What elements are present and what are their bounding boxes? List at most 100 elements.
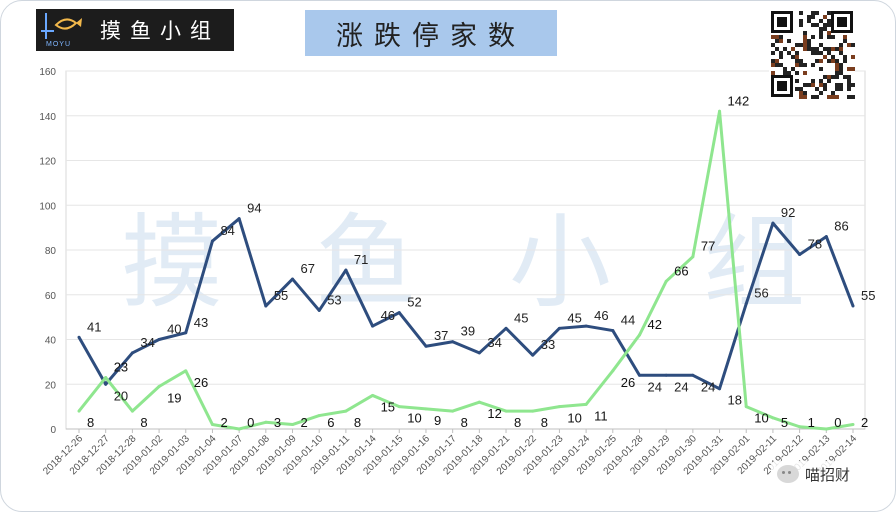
y-tick-label: 80 — [45, 246, 57, 257]
data-point — [531, 409, 535, 413]
data-label: 67 — [301, 261, 315, 276]
data-point — [664, 279, 668, 283]
data-label: 5 — [781, 415, 788, 430]
data-label: 10 — [407, 411, 421, 426]
data-label: 53 — [327, 292, 341, 307]
qr-code-icon — [769, 9, 855, 99]
data-label: 77 — [701, 239, 715, 254]
series-line-1 — [77, 217, 855, 391]
data-label: 8 — [354, 415, 361, 430]
data-label: 84 — [220, 223, 234, 238]
data-point — [637, 373, 641, 377]
data-point — [477, 400, 481, 404]
data-point — [184, 331, 188, 335]
wechat-icon — [777, 465, 799, 483]
data-label: 44 — [621, 313, 635, 328]
data-label: 8 — [87, 415, 94, 430]
data-label: 24 — [674, 379, 688, 394]
data-point — [237, 217, 241, 221]
data-point — [104, 376, 108, 380]
data-point — [557, 326, 561, 330]
logo-sub: MOYU — [46, 41, 71, 48]
data-label: 43 — [194, 315, 208, 330]
data-label: 8 — [541, 415, 548, 430]
chart-title: 涨跌停家数 — [336, 20, 526, 52]
series-line-2 — [77, 109, 854, 431]
logo-name: 摸鱼小组 — [100, 19, 220, 43]
y-tick-label: 120 — [39, 157, 56, 168]
data-point — [451, 409, 455, 413]
fish-logo-icon: MOYU — [36, 9, 92, 51]
data-point — [557, 405, 561, 409]
data-point — [824, 235, 828, 239]
data-label: 9 — [434, 413, 441, 428]
data-label: 2 — [301, 415, 308, 430]
data-label: 20 — [114, 388, 128, 403]
data-label: 24 — [701, 379, 715, 394]
data-point — [157, 338, 161, 341]
data-point — [397, 405, 401, 409]
data-point — [824, 427, 828, 431]
data-label: 55 — [861, 288, 875, 303]
data-point — [210, 423, 214, 427]
data-point — [130, 409, 134, 413]
data-point — [718, 109, 722, 113]
data-label: 78 — [808, 236, 822, 251]
data-label: 23 — [114, 360, 128, 375]
data-point — [584, 402, 588, 406]
data-label: 24 — [647, 379, 661, 394]
data-point — [718, 387, 722, 391]
y-tick-label: 160 — [39, 67, 56, 78]
y-tick-label: 20 — [45, 380, 57, 391]
data-label: 2 — [220, 415, 227, 430]
data-label: 1 — [808, 415, 815, 430]
data-label: 37 — [434, 328, 448, 343]
data-point — [210, 239, 214, 243]
data-label: 15 — [381, 399, 395, 414]
data-point — [104, 382, 108, 386]
data-point — [237, 427, 241, 431]
data-point — [317, 308, 321, 312]
y-tick-label: 60 — [45, 291, 57, 302]
data-point — [77, 409, 81, 413]
data-point — [424, 344, 428, 348]
data-point — [771, 416, 775, 420]
data-label: 92 — [781, 205, 795, 220]
data-point — [504, 326, 508, 330]
data-point — [344, 268, 348, 272]
data-point — [771, 221, 775, 225]
data-point — [504, 409, 508, 413]
y-tick-label: 40 — [45, 336, 57, 347]
data-point — [691, 373, 695, 377]
data-label: 142 — [728, 93, 750, 108]
data-point — [264, 420, 268, 424]
data-point — [611, 369, 615, 373]
data-point — [371, 324, 375, 328]
data-label: 34 — [140, 335, 154, 350]
title-box: 涨跌停家数 — [305, 10, 557, 56]
data-point — [744, 405, 748, 409]
data-point — [317, 414, 321, 418]
data-label: 8 — [461, 415, 468, 430]
data-label: 66 — [674, 263, 688, 278]
data-point — [584, 324, 588, 328]
data-label: 41 — [87, 319, 101, 334]
data-point — [637, 333, 641, 337]
data-label: 45 — [514, 310, 528, 325]
data-point — [371, 393, 375, 397]
data-label: 56 — [754, 286, 768, 301]
data-label: 10 — [567, 411, 581, 426]
data-label: 10 — [754, 411, 768, 426]
data-label: 52 — [407, 295, 421, 310]
data-label: 18 — [728, 393, 742, 408]
data-label: 2 — [861, 415, 868, 430]
data-label: 33 — [541, 337, 555, 352]
data-point — [344, 409, 348, 413]
data-label: 94 — [247, 201, 261, 216]
data-label: 6 — [327, 415, 334, 430]
data-point — [691, 255, 695, 259]
data-point — [798, 252, 802, 256]
data-point — [451, 340, 455, 344]
